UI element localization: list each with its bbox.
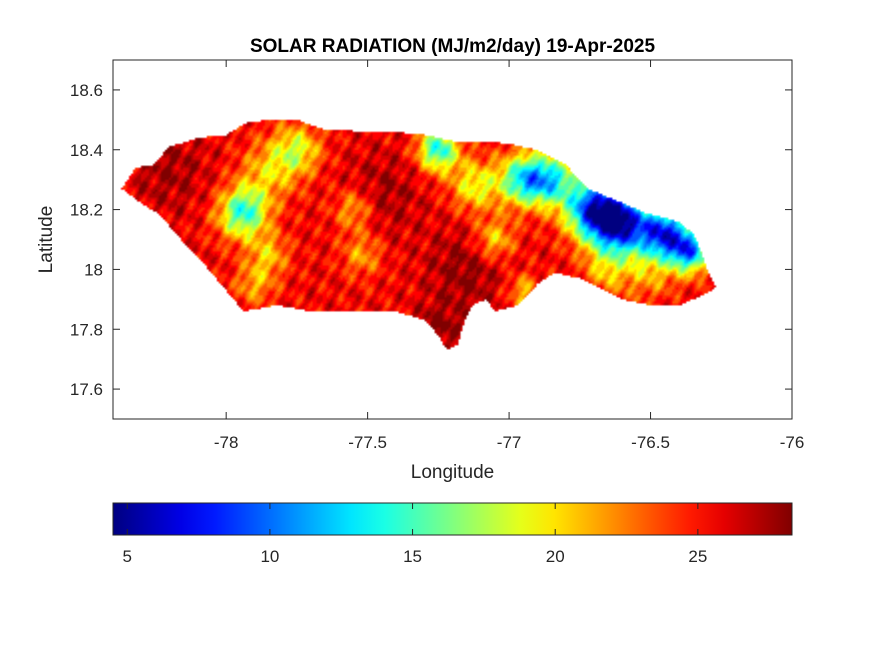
colorbar-tick-label: 5 (123, 547, 132, 566)
y-axis-label: Latitude (36, 206, 57, 274)
colorbar-frame (112, 502, 793, 536)
y-tick-label: 18 (84, 260, 103, 279)
plot-frame (112, 59, 793, 420)
colorbar-tick-label: 15 (403, 547, 422, 566)
colorbar-tick-label: 25 (688, 547, 707, 566)
y-tick-label: 18.6 (70, 81, 103, 100)
y-tick-label: 17.8 (70, 320, 103, 339)
colorbar (113, 503, 792, 535)
chart-title: SOLAR RADIATION (MJ/m2/day) 19-Apr-2025 (250, 36, 655, 57)
x-tick-label: -78 (214, 433, 239, 452)
x-tick-label: -77.5 (348, 433, 387, 452)
y-tick-label: 18.2 (70, 201, 103, 220)
x-tick-label: -76.5 (631, 433, 670, 452)
x-tick-label: -76 (780, 433, 805, 452)
colorbar-tick-label: 20 (546, 547, 565, 566)
colorbar-axis: 5 10 15 20 25 (123, 503, 707, 566)
y-tick-label: 17.6 (70, 380, 103, 399)
x-axis: -78 -77.5 -77 -76.5 -76 (214, 60, 804, 452)
y-tick-label: 18.4 (70, 141, 103, 160)
x-axis-label: Longitude (411, 462, 494, 483)
y-axis: 17.6 17.8 18 18.2 18.4 18.6 (70, 81, 792, 399)
x-tick-label: -77 (497, 433, 522, 452)
colorbar-tick-label: 10 (260, 547, 279, 566)
solar-radiation-heatmap (113, 60, 792, 419)
